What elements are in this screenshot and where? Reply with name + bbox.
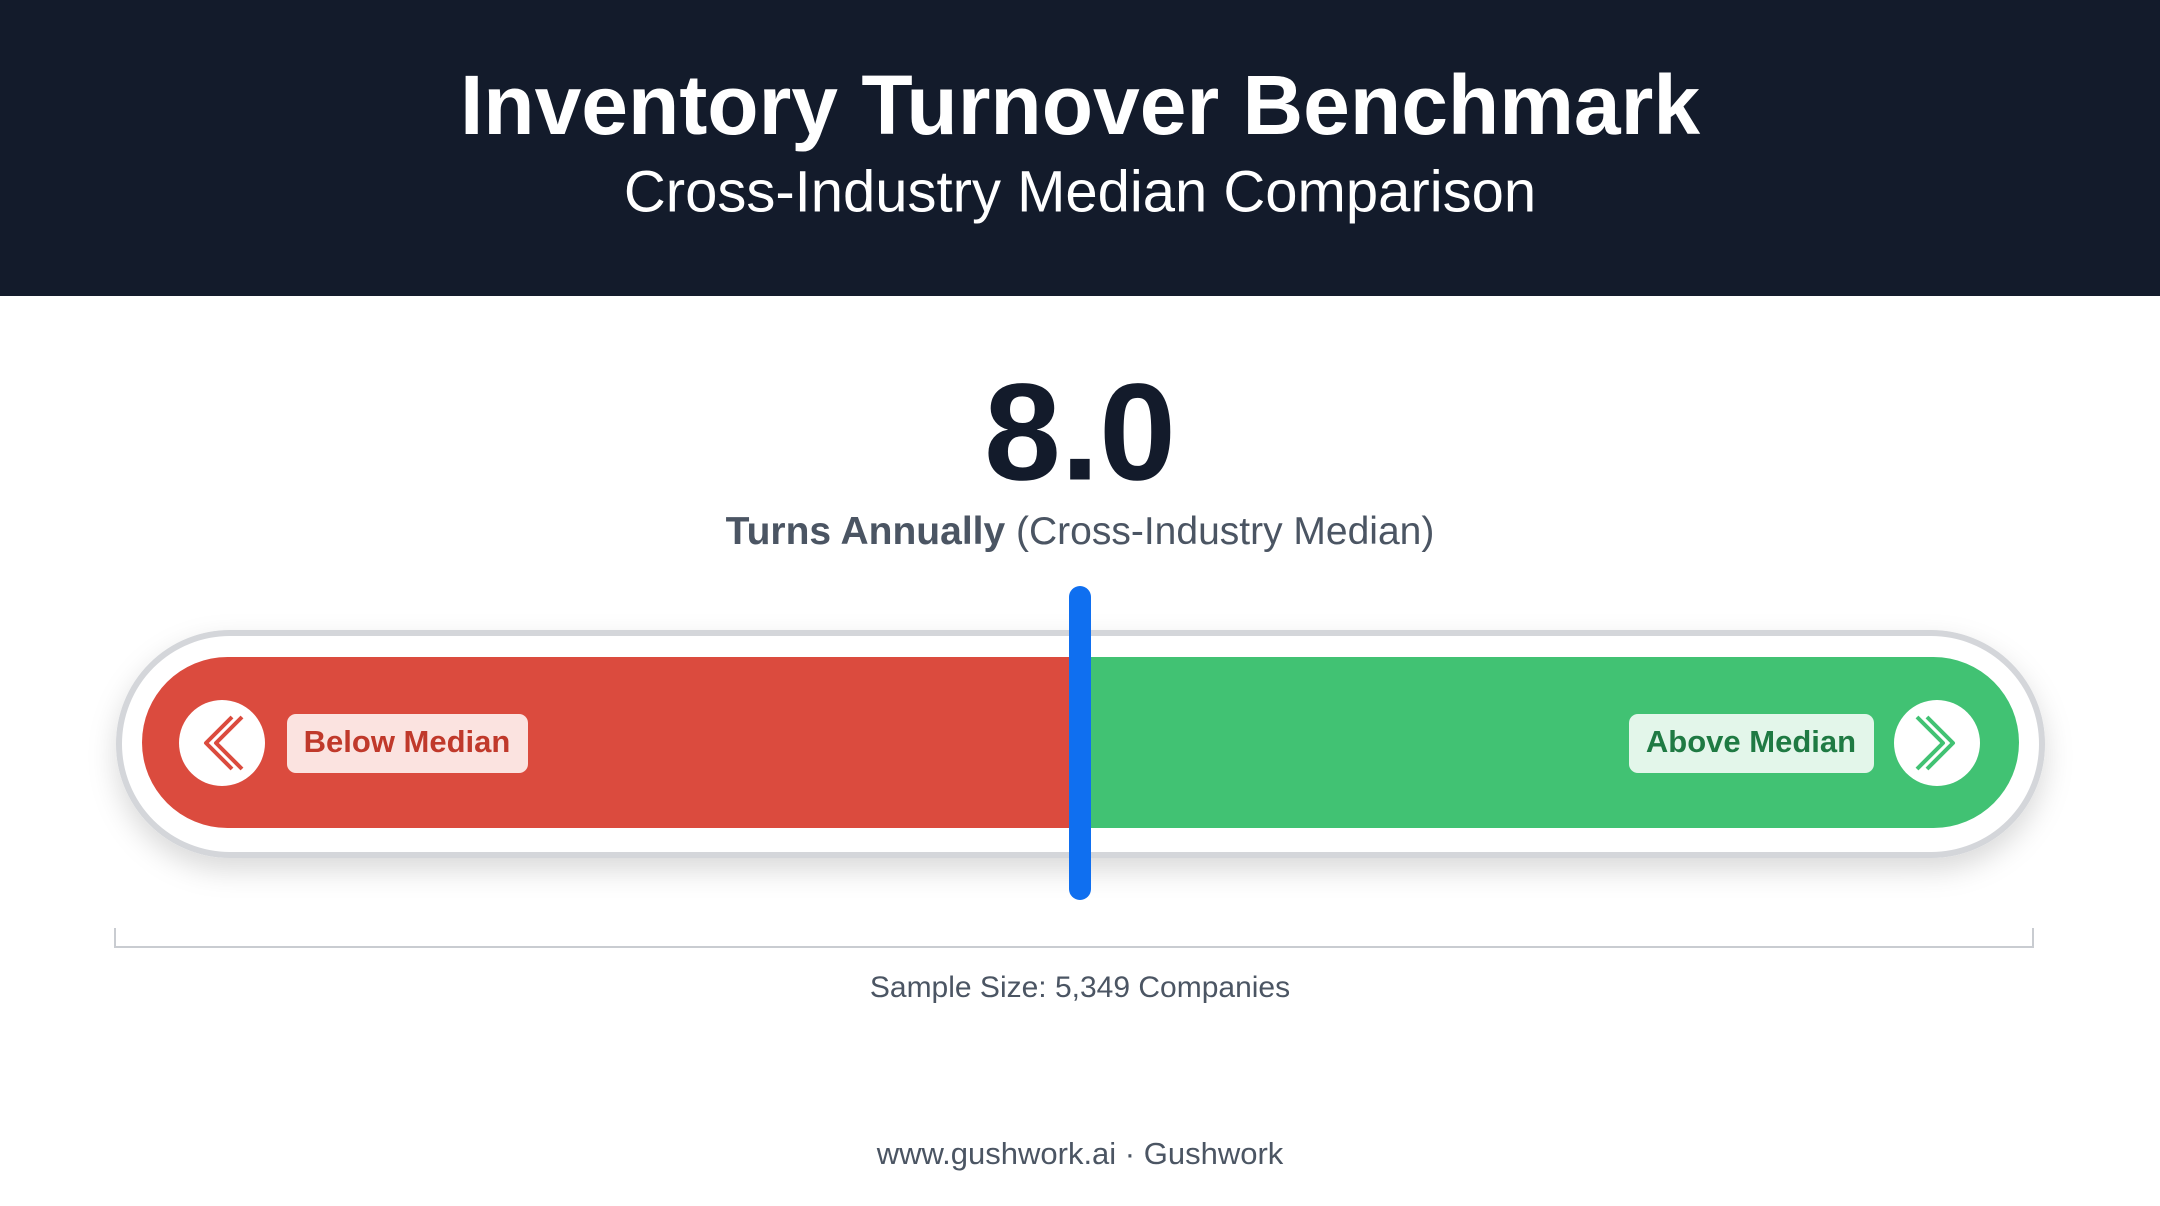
metric-label: Turns Annually (Cross-Industry Median) <box>726 510 1435 553</box>
below-segment <box>142 657 1080 828</box>
above-segment <box>1080 657 2019 828</box>
left-badge <box>287 714 528 773</box>
right-arrow-icon <box>1915 715 1955 771</box>
median-marker <box>1069 586 1091 900</box>
right-label: Above Median <box>1646 724 1856 759</box>
sample-size: Sample Size: 5,349 Companies <box>870 971 1290 1004</box>
metric-value: 8.0 <box>984 355 1176 509</box>
footer: www.gushwork.ai · Gushwork <box>876 1136 1284 1171</box>
baseline <box>114 928 2034 948</box>
title: Inventory Turnover Benchmark <box>460 58 1700 152</box>
metric-label-bold: Turns Annually <box>726 510 1006 553</box>
subtitle: Cross-Industry Median Comparison <box>624 159 1536 224</box>
left-arrow-button <box>179 700 265 786</box>
right-arrow-button <box>1894 700 1980 786</box>
metric-label-rest: (Cross-Industry Median) <box>1016 510 1434 553</box>
left-label: Below Median <box>304 724 511 759</box>
left-arrow-icon <box>204 715 244 771</box>
right-badge <box>1629 714 1874 773</box>
header-band <box>0 0 2160 296</box>
